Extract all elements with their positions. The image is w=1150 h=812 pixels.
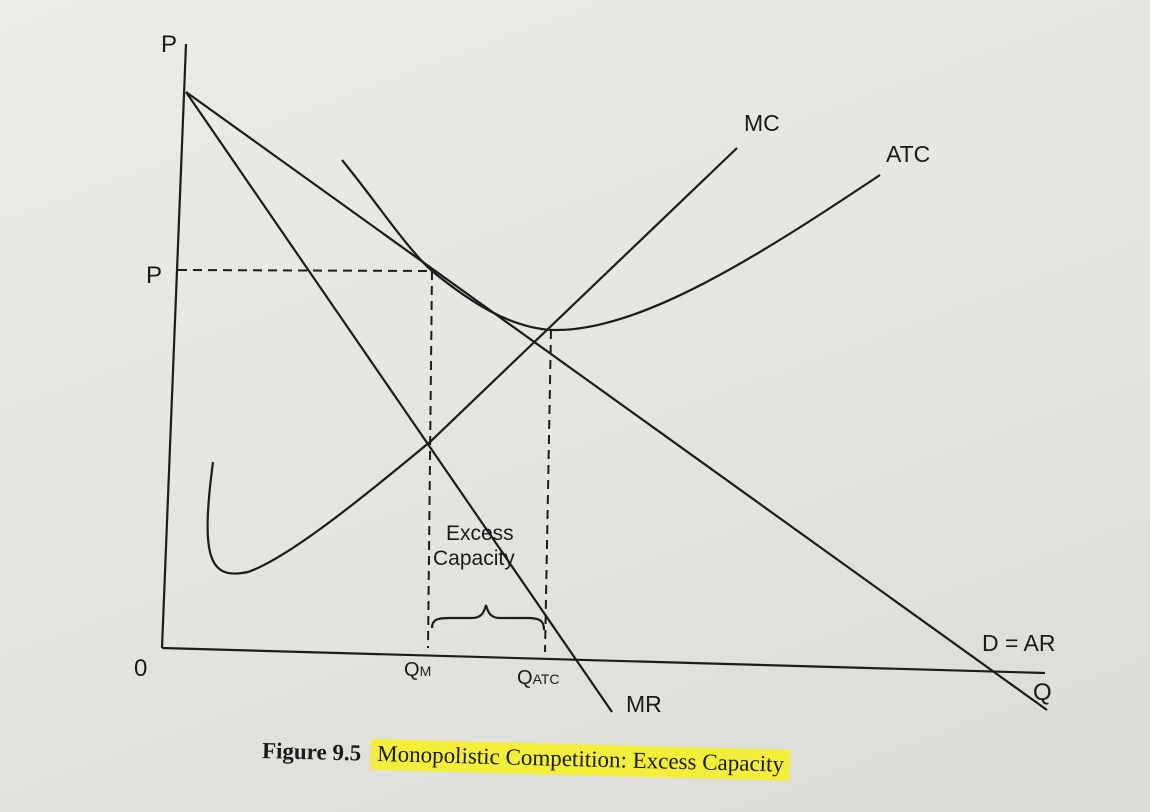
price-guide-line bbox=[177, 269, 433, 272]
origin-label: 0 bbox=[134, 655, 147, 682]
average-total-cost-curve bbox=[341, 159, 881, 332]
qatc-label: QATC bbox=[517, 667, 560, 689]
x-axis-label: Q bbox=[1033, 679, 1052, 706]
qm-main: Q bbox=[404, 659, 420, 681]
qm-subscript: M bbox=[420, 663, 432, 679]
figure-number: Figure 9.5 bbox=[261, 738, 362, 766]
y-axis-label: P bbox=[161, 31, 177, 58]
y-axis bbox=[160, 43, 188, 649]
price-level-label: P bbox=[146, 262, 162, 289]
qatc-subscript: ATC bbox=[533, 671, 560, 687]
excess-capacity-line1: Excess bbox=[446, 522, 514, 545]
mc-label: MC bbox=[744, 110, 780, 136]
excess-capacity-line2: Capacity bbox=[433, 547, 515, 570]
demand-curve bbox=[185, 91, 1048, 711]
qatc-main: Q bbox=[517, 667, 533, 689]
x-axis bbox=[161, 646, 1046, 675]
marginal-cost-curve bbox=[206, 147, 738, 575]
qm-label: QM bbox=[404, 659, 431, 681]
qatc-guide-line bbox=[544, 329, 552, 653]
demand-label: D = AR bbox=[982, 630, 1056, 656]
qm-guide-line bbox=[427, 270, 433, 649]
excess-capacity-brace bbox=[430, 604, 546, 631]
mr-label: MR bbox=[626, 691, 662, 717]
marginal-revenue-curve bbox=[185, 91, 613, 713]
atc-label: ATC bbox=[886, 141, 930, 167]
